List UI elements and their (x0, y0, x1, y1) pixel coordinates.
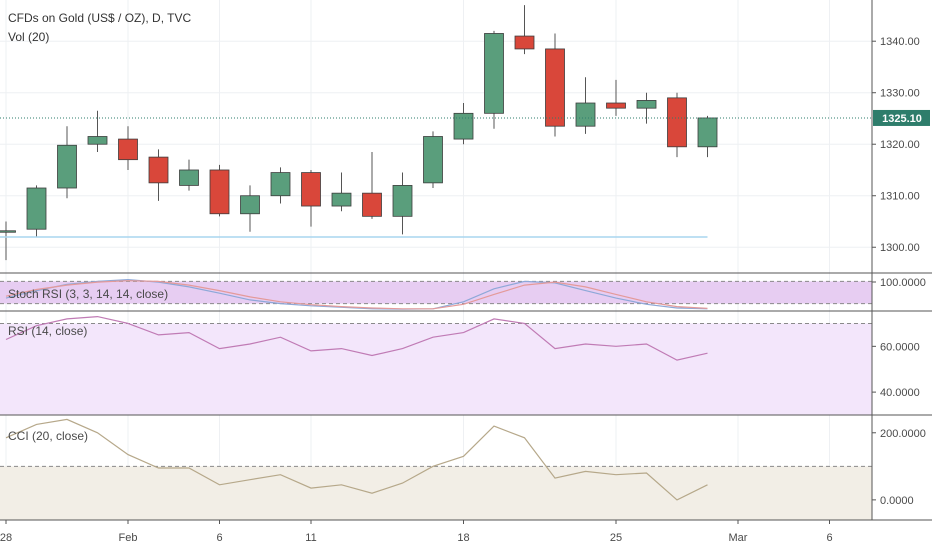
candle-body (545, 48, 565, 127)
x-tick-label: 28 (0, 532, 12, 544)
candle-body (453, 112, 474, 140)
series-line-1-1 (5, 280, 708, 310)
x-tick-label: 6 (826, 532, 832, 544)
y-tick-label: 1300.00 (880, 242, 920, 254)
candle[interactable] (148, 149, 169, 201)
candle[interactable] (575, 77, 596, 134)
candle-body (392, 185, 413, 217)
y-tick-label: 1340.00 (880, 36, 920, 48)
candle-body (697, 117, 718, 148)
candle[interactable] (270, 167, 291, 204)
vol-label: Vol (20) (8, 30, 49, 44)
candle-body (118, 138, 138, 161)
stoch-rsi-label: Stoch RSI (3, 3, 14, 14, close) (8, 287, 168, 301)
x-tick-label: Feb (119, 532, 138, 544)
candle-body (484, 33, 504, 114)
indicator-lines (5, 278, 708, 501)
candle[interactable] (667, 92, 687, 158)
candle-body (667, 97, 687, 148)
x-tick-label: 6 (216, 532, 222, 544)
candle-body (270, 172, 291, 197)
cci-label: CCI (20, close) (8, 429, 88, 443)
candle-body (636, 100, 657, 109)
candle-body (514, 35, 535, 50)
series-line-2-0 (5, 315, 708, 361)
candle[interactable] (392, 172, 413, 235)
y-tick-label: 1310.00 (880, 191, 920, 203)
grid-lines (0, 0, 872, 520)
y-tick-label: 1320.00 (880, 139, 920, 151)
last-price-label: 1325.10 (882, 113, 922, 125)
candle[interactable] (697, 115, 718, 158)
candle-body (575, 102, 596, 127)
pane-labels: CFDs on Gold (US$ / OZ), D, TVC Vol (20)… (8, 11, 191, 443)
y-tick-label: 100.0000 (880, 277, 926, 289)
y-tick-label: 40.0000 (880, 387, 920, 399)
candle-body (0, 230, 16, 233)
candle[interactable] (209, 164, 230, 217)
candle-body (331, 192, 352, 207)
candle-body (209, 169, 230, 215)
candle[interactable] (179, 159, 199, 191)
candle[interactable] (26, 185, 47, 237)
candle-body (26, 187, 47, 230)
y-tick-label: 1330.00 (880, 88, 920, 100)
price-overlays: 1325.10 (0, 109, 930, 238)
candle[interactable] (423, 131, 443, 189)
candle-body (240, 195, 260, 215)
x-tick-label: Mar (729, 532, 748, 544)
candle[interactable] (636, 92, 657, 124)
candle-body (362, 192, 382, 217)
candle[interactable] (87, 110, 108, 152)
series-line-3-0 (5, 418, 708, 501)
candle-body (423, 136, 443, 184)
x-tick-label: 18 (457, 532, 469, 544)
x-tick-label: 25 (610, 532, 622, 544)
candle[interactable] (453, 103, 474, 145)
candle[interactable] (606, 79, 626, 116)
candle-body (179, 169, 199, 186)
y-tick-label: 0.0000 (880, 495, 914, 507)
candle-body (57, 144, 77, 189)
last-price-tag (873, 109, 930, 126)
candle-body (301, 172, 321, 207)
candle[interactable] (240, 185, 260, 232)
x-tick-label: 11 (305, 532, 316, 544)
candle-body (87, 136, 108, 145)
candle[interactable] (118, 126, 138, 170)
series-line-1-0 (5, 278, 708, 310)
indicator-bands (0, 280, 872, 520)
chart-title: CFDs on Gold (US$ / OZ), D, TVC (8, 11, 191, 25)
y-tick-label: 200.0000 (880, 428, 926, 440)
candle[interactable] (484, 30, 504, 129)
candlestick-series[interactable] (0, 5, 718, 261)
rsi-label: RSI (14, close) (8, 324, 87, 338)
band-fill-1 (0, 281, 872, 304)
candle[interactable] (331, 172, 352, 212)
candle[interactable] (545, 33, 565, 137)
candle-body (148, 156, 169, 184)
candle[interactable] (57, 126, 77, 199)
band-fill-2 (0, 323, 872, 415)
y-tick-label: 60.0000 (880, 341, 920, 353)
candle[interactable] (514, 5, 535, 55)
candle-body (606, 102, 626, 109)
candle[interactable] (362, 151, 382, 219)
candle[interactable] (0, 221, 16, 261)
band-fill-3 (0, 466, 872, 520)
candle[interactable] (301, 169, 321, 227)
